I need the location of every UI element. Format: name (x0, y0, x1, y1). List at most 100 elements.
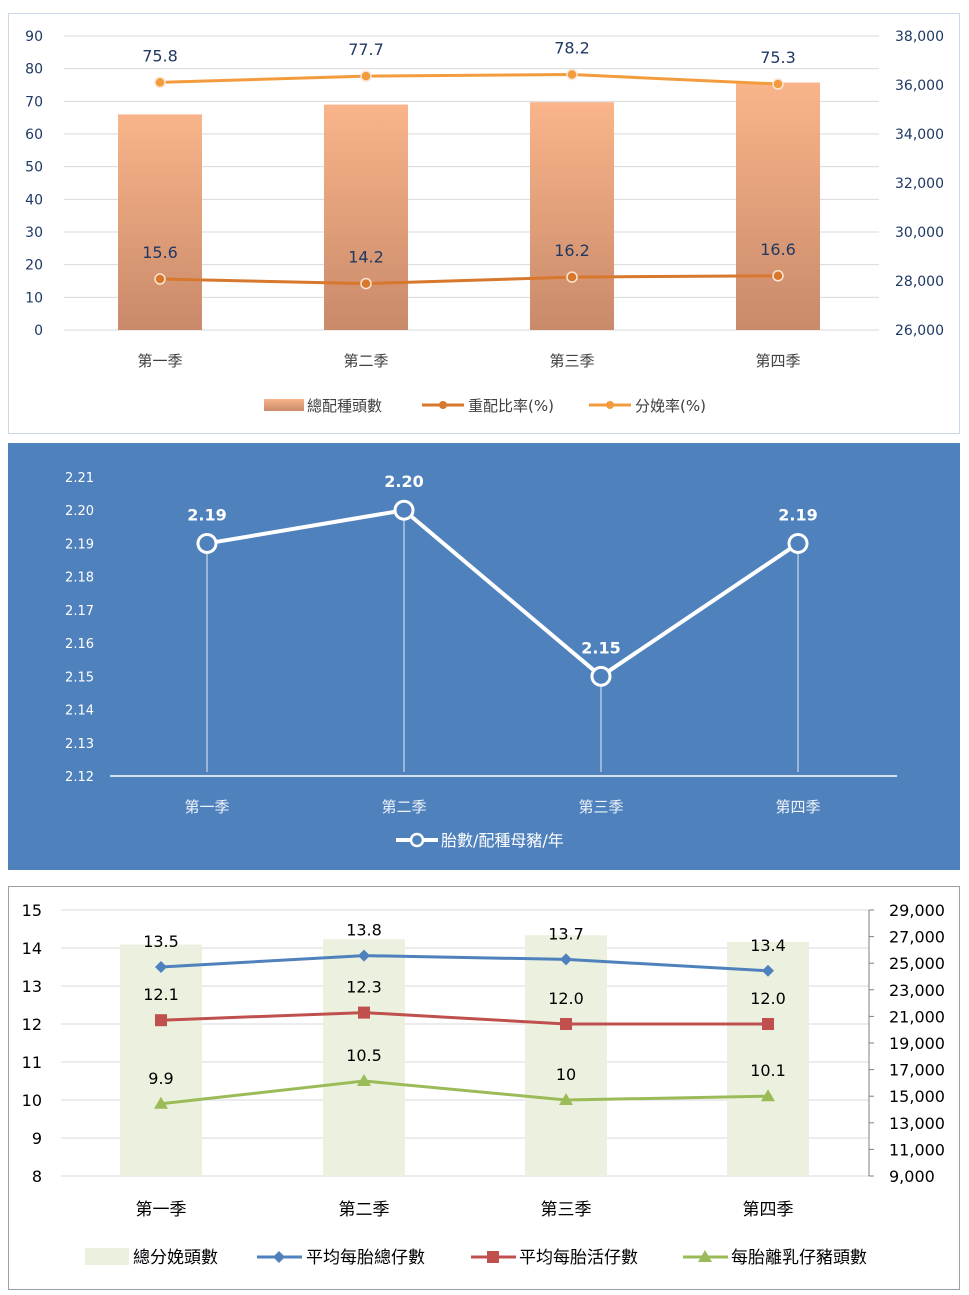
parity-chart: 2.12 2.13 2.14 2.15 2.16 2.17 2.18 2.19 2.20 2.21… (65, 471, 897, 850)
x-tick-label: 第一季 (136, 1200, 187, 1220)
point-farrowing-rate (566, 68, 578, 81)
y-tick-label: 2.21 (65, 471, 94, 486)
y-left-tick-label: 8 (32, 1167, 42, 1186)
y-right-tick-label: 27,000 (889, 928, 945, 947)
data-label: 13.4 (750, 936, 786, 955)
y-tick-label: 2.13 (65, 737, 94, 752)
bar-total-farrowing (120, 944, 202, 1176)
x-tick-label: 第二季 (339, 1200, 390, 1220)
y-left-tick-label: 15 (22, 901, 42, 920)
y-tick-label: 2.12 (65, 770, 94, 785)
point-parity (787, 532, 809, 554)
y-right-tick-label: 26,000 (895, 323, 944, 339)
y-right-tick-label: 21,000 (889, 1007, 945, 1026)
point-farrowing-rate (772, 78, 784, 90)
y-tick-label: 2.20 (65, 504, 94, 519)
data-label: 12.1 (143, 985, 179, 1004)
data-label: 13.8 (346, 921, 382, 940)
data-label: 12.0 (548, 989, 584, 1008)
y-left-tick-label: 14 (22, 939, 42, 958)
x-tick-label: 第三季 (541, 1200, 592, 1220)
data-label: 16.2 (554, 241, 590, 260)
legend-label-weaned-piglets: 每胎離乳仔豬頭數 (731, 1248, 867, 1268)
point-live-piglets (358, 1006, 370, 1019)
data-label: 12.0 (750, 989, 786, 1008)
y-right-tick-label: 17,000 (889, 1061, 945, 1080)
x-tick-label: 第四季 (775, 798, 820, 816)
y-right-tick-label: 19,000 (889, 1034, 945, 1053)
y-left-tick-label: 90 (25, 29, 43, 45)
parity-chart-panel: 2.12 2.13 2.14 2.15 2.16 2.17 2.18 2.19 2.20 2.21… (8, 443, 960, 870)
point-live-piglets (762, 1018, 774, 1030)
y-left-tick-label: 60 (25, 127, 43, 143)
point-parity (393, 499, 415, 521)
y-left-tick-label: 50 (25, 160, 43, 176)
y-right-tick-label: 34,000 (895, 127, 944, 143)
y-right-tick-label: 9,000 (889, 1167, 935, 1186)
legend-marker-total-piglets (273, 1251, 285, 1263)
data-label: 2.19 (187, 505, 226, 524)
farrowing-chart-panel: 8 9 10 11 12 13 14 15 9,000 11,000 13,000 15,000 17,… (8, 886, 960, 1290)
point-rebreeding-rate (360, 277, 372, 290)
y-left-tick-label: 9 (32, 1129, 42, 1148)
point-weaned-piglets (559, 1093, 573, 1105)
y-right-tick-label: 28,000 (895, 274, 944, 290)
legend-label-parity: 胎數/配種母豬/年 (441, 831, 564, 850)
y-right-tick-label: 38,000 (895, 29, 944, 45)
y-left-tick-label: 30 (25, 225, 43, 241)
x-tick-label: 第四季 (755, 352, 800, 370)
data-label: 15.6 (142, 243, 178, 262)
y-right-tick-label: 36,000 (895, 78, 944, 94)
point-parity (196, 532, 218, 554)
point-total-piglets (358, 949, 370, 962)
data-label: 10 (556, 1065, 576, 1084)
data-label: 16.6 (760, 240, 796, 259)
y-left-tick-label: 10 (25, 290, 43, 306)
y-left-tick-label: 12 (22, 1015, 42, 1034)
legend-swatch-total-farrowing (85, 1248, 129, 1265)
legend-label-live-piglets: 平均每胎活仔數 (519, 1248, 638, 1268)
y-left-tick-label: 70 (25, 94, 43, 110)
point-live-piglets (560, 1018, 572, 1030)
data-label: 2.20 (384, 472, 423, 491)
breeding-chart-panel: 0 10 20 30 40 50 60 70 80 90 26,000 28,000 30,000 32,… (8, 13, 960, 434)
legend-label-farrowing-rate: 分娩率(%) (635, 397, 706, 415)
y-right-tick-label: 13,000 (889, 1114, 945, 1133)
point-parity (590, 665, 612, 687)
y-tick-label: 2.17 (65, 604, 94, 619)
y-left-tick-label: 13 (22, 977, 42, 996)
x-tick-label: 第三季 (549, 352, 594, 370)
line-parity (206, 508, 800, 679)
data-label: 75.8 (142, 46, 178, 65)
y-tick-label: 2.15 (65, 670, 94, 685)
data-label: 12.3 (346, 978, 382, 997)
legend-label-total-piglets: 平均每胎總仔數 (306, 1248, 425, 1268)
y-left-tick-label: 11 (22, 1053, 42, 1072)
data-label: 14.2 (348, 248, 384, 267)
point-weaned-piglets (154, 1096, 168, 1109)
data-label: 77.7 (348, 40, 384, 59)
y-left-tick-label: 10 (22, 1091, 42, 1110)
legend-marker-parity (409, 832, 425, 848)
legend-swatch-total-breeding (264, 399, 304, 411)
bar-total-farrowing (525, 935, 607, 1176)
legend-label-rebreeding-rate: 重配比率(%) (468, 397, 554, 415)
bar-total-breeding (324, 104, 408, 330)
y-left-tick-label: 40 (25, 192, 43, 208)
y-right-tick-label: 15,000 (889, 1087, 945, 1106)
point-total-piglets (762, 964, 774, 977)
y-right-tick-label: 11,000 (889, 1140, 945, 1159)
line-total-piglets (160, 954, 769, 973)
bar-total-farrowing (727, 941, 809, 1176)
data-label: 2.15 (581, 638, 620, 657)
point-live-piglets (155, 1014, 167, 1027)
point-weaned-piglets (761, 1089, 775, 1102)
y-right-tick-label: 23,000 (889, 981, 945, 1000)
y-tick-label: 2.19 (65, 537, 94, 552)
y-right-tick-label: 32,000 (895, 176, 944, 192)
x-tick-label: 第三季 (578, 798, 623, 816)
y-tick-label: 2.18 (65, 571, 94, 586)
farrowing-chart: 8 9 10 11 12 13 14 15 9,000 11,000 13,000 15,000 17,… (22, 901, 945, 1268)
data-label: 10.1 (750, 1061, 786, 1080)
legend-label-total-farrowing: 總分娩頭數 (133, 1248, 218, 1268)
